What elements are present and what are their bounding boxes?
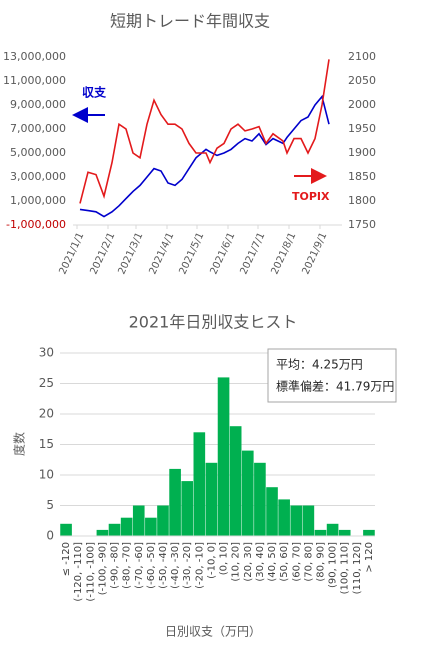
y2-tick-label: 1800 — [348, 194, 376, 207]
x-tick-label: 2021/6/1 — [208, 231, 237, 276]
chart-title: 2021年日別収支ヒスト — [129, 313, 298, 332]
bar — [96, 529, 109, 536]
bar — [290, 505, 303, 536]
bar — [302, 505, 315, 536]
x-tick-label: 2021/3/1 — [116, 231, 145, 276]
bar — [217, 377, 230, 536]
x-tick-label: (-120, -110] — [73, 542, 84, 602]
bar — [338, 529, 351, 536]
y-tick-label: 3,000,000 — [10, 170, 66, 183]
y-tick-label: 5,000,000 — [10, 146, 66, 159]
y-tick-label: 9,000,000 — [10, 98, 66, 111]
x-tick-label: ≤ -120 — [61, 542, 72, 576]
series-line — [79, 94, 330, 218]
x-tick-label: (60, 70] — [291, 542, 302, 582]
stats-text: 標準偏差：41.79万円 — [276, 379, 394, 394]
x-tick-label: (-110, -100] — [85, 542, 96, 602]
bar — [363, 529, 375, 536]
y-tick-label: 7,000,000 — [10, 122, 66, 135]
y2-tick-label: 2100 — [348, 50, 376, 63]
y-tick-label: 11,000,000 — [3, 74, 66, 87]
x-tick-label: (50, 60] — [279, 542, 290, 582]
bar — [205, 462, 218, 536]
x-tick-label: 2021/7/1 — [238, 231, 267, 276]
bar — [229, 426, 242, 536]
x-tick-label: (-40, -30] — [170, 542, 181, 589]
bar — [145, 517, 157, 536]
x-tick-label: (10, 20] — [231, 542, 242, 582]
bar — [169, 468, 181, 536]
x-tick-label: (-70, -60] — [134, 542, 145, 589]
x-tick-label: (-10, 0] — [206, 542, 217, 579]
x-tick-label: 2021/1/1 — [57, 231, 86, 276]
x-tick-label: 2021/8/1 — [269, 231, 298, 276]
x-tick-label: > 120 — [364, 542, 375, 573]
y-tick-label: 13,000,000 — [3, 50, 66, 63]
series-line — [79, 59, 330, 204]
x-tick-label: 2021/4/1 — [147, 231, 176, 276]
y-tick-label: 10 — [39, 468, 54, 482]
bar — [120, 517, 133, 536]
series-annotation: 収支 — [82, 85, 107, 100]
x-tick-label: (-90, -80] — [110, 542, 121, 589]
x-tick-label: (100, 110] — [340, 542, 351, 594]
y-tick-label: 15 — [39, 437, 54, 451]
y2-tick-label: 1950 — [348, 122, 376, 135]
bar — [241, 450, 254, 536]
x-tick-label: 2021/5/1 — [177, 231, 206, 276]
x-axis-label: 日別収支（万円） — [165, 625, 261, 639]
x-tick-label: (-60, -50] — [146, 542, 157, 589]
bar — [132, 505, 145, 536]
x-tick-label: (70, 80] — [303, 542, 314, 582]
x-tick-label: (-100, -90] — [97, 542, 108, 595]
y2-tick-label: 1900 — [348, 146, 376, 159]
x-tick-label: 2021/2/1 — [88, 231, 117, 276]
x-tick-label: (40, 50] — [267, 542, 278, 582]
y2-tick-label: 2050 — [348, 74, 376, 87]
y-axis-label: 度数 — [12, 432, 27, 456]
bar — [254, 462, 266, 536]
x-tick-label: (-80, -70] — [122, 542, 133, 589]
y-tick-label: 5 — [46, 498, 54, 512]
bar — [108, 523, 121, 536]
bar — [60, 523, 72, 536]
bar — [266, 487, 278, 536]
x-tick-label: (90, 100] — [328, 542, 339, 588]
y2-tick-label: 1850 — [348, 170, 376, 183]
x-tick-label: (30, 40] — [255, 542, 266, 582]
x-tick-label: (0, 10] — [219, 542, 230, 575]
stats-text: 平均：4.25万円 — [276, 358, 363, 372]
x-tick-label: (20, 30] — [243, 542, 254, 582]
x-tick-label: (-20, -10] — [194, 542, 205, 589]
bar — [157, 505, 169, 536]
y-tick-label: 20 — [39, 407, 54, 421]
y-tick-label: 0 — [46, 529, 54, 543]
bar — [326, 523, 339, 536]
series-annotation: TOPIX — [292, 190, 330, 203]
chart-title: 短期トレード年間収支 — [110, 12, 270, 31]
y2-tick-label: 2000 — [348, 98, 376, 111]
y2-tick-label: 1750 — [348, 218, 376, 231]
y-tick-label: 1,000,000 — [10, 194, 66, 207]
bar — [314, 529, 327, 536]
bar — [193, 432, 206, 536]
x-tick-label: (110, 120] — [352, 542, 363, 594]
stats-box — [267, 348, 397, 403]
x-tick-label: (-30, -20] — [182, 542, 193, 589]
bar — [278, 499, 290, 536]
x-tick-label: (80, 90] — [315, 542, 326, 582]
x-tick-label: (-50, -40] — [158, 542, 169, 589]
y-tick-label: 25 — [39, 376, 54, 390]
y-tick-label: -1,000,000 — [6, 218, 66, 231]
y-tick-label: 30 — [39, 346, 54, 360]
x-tick-label: 2021/9/1 — [300, 231, 329, 276]
bar — [181, 481, 194, 536]
